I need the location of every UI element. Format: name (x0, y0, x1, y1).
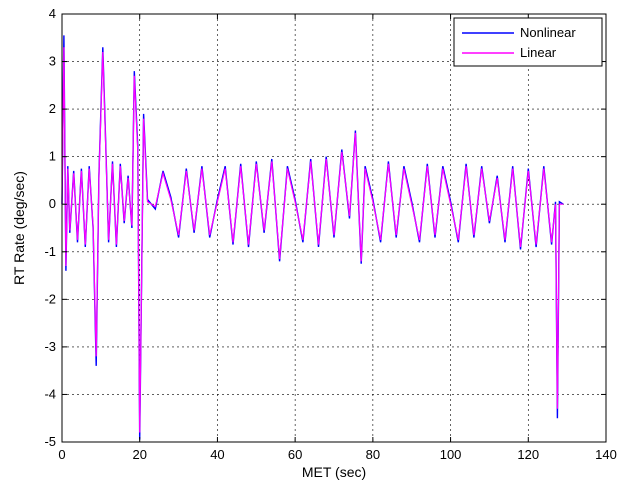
y-tick-label-6: 1 (49, 149, 56, 164)
y-tick-label-7: 2 (49, 101, 56, 116)
legend-box (453, 17, 603, 67)
grid (62, 14, 606, 442)
ticks: 0 20 40 60 80 100 120 140 -5 -4 -3 -2 -1 0 1 2 3 4 (44, 6, 616, 462)
legend-label-nonlinear: Nonlinear (520, 25, 576, 40)
x-axis-label: MET (sec) (302, 464, 366, 480)
x-tick-label-2: 40 (210, 447, 224, 462)
y-axis-label: RT Rate (deg/sec) (11, 171, 27, 285)
x-tick-label-6: 120 (517, 447, 539, 462)
y-tick-label-5: 0 (49, 196, 56, 211)
y-tick-label-9: 4 (49, 6, 56, 21)
legend-label-linear: Linear (520, 45, 557, 60)
x-tick-label-4: 80 (366, 447, 380, 462)
x-tick-label-3: 60 (288, 447, 302, 462)
y-tick-label-1: -4 (44, 386, 56, 401)
x-tick-label-7: 140 (595, 447, 617, 462)
x-tick-label-5: 100 (440, 447, 462, 462)
y-tick-label-8: 3 (49, 54, 56, 69)
x-tick-label-0: 0 (58, 447, 65, 462)
y-tick-label-0: -5 (44, 434, 56, 449)
y-tick-label-4: -1 (44, 244, 56, 259)
plot-frame (61, 13, 607, 443)
series-line-linear (61, 47, 564, 433)
y-tick-label-3: -2 (44, 291, 56, 306)
x-tick-label-1: 20 (132, 447, 146, 462)
legend: Nonlinear Linear (453, 17, 603, 67)
y-tick-label-2: -3 (44, 339, 56, 354)
series-layer (61, 35, 564, 440)
